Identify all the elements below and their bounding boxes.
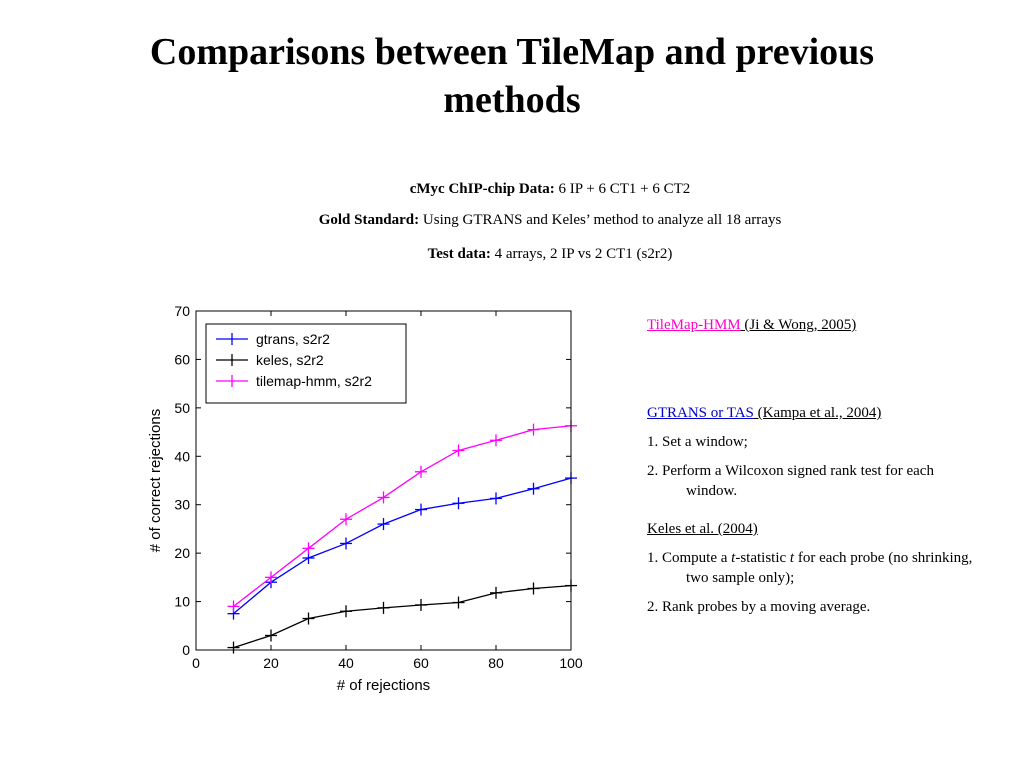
data-description-label: cMyc ChIP-chip Data:	[409, 181, 555, 197]
y-tick-label-1: 10	[174, 594, 190, 610]
keles-step-2: 2. Rank probes by a moving average.	[647, 599, 871, 615]
tilemap-method-name[interactable]: TileMap-HMM	[647, 317, 741, 333]
y-tick-label-2: 20	[174, 545, 190, 561]
legend-label-gtrans: gtrans, s2r2	[256, 331, 330, 347]
x-axis-label: # of rejections	[337, 677, 430, 694]
keles-point-7	[490, 586, 502, 599]
keles-step-1-t2: t	[789, 550, 795, 566]
test-data-description: Test data: 4 arrays, 2 IP vs 2 CT1 (s2r2…	[150, 246, 950, 263]
keles-point-1	[265, 629, 277, 642]
x-tick-label-1: 20	[263, 655, 279, 671]
y-axis-label: # of correct rejections	[147, 409, 164, 552]
tilemap-point-6	[452, 444, 465, 457]
keles-point-6	[452, 596, 465, 609]
keles-series-line	[233, 584, 572, 649]
tilemap-point-2	[302, 542, 315, 555]
gtrans-series-line	[233, 477, 572, 615]
keles-point-2	[302, 612, 315, 625]
tilemap-method: TileMap-HMM (Ji & Wong, 2005)	[647, 315, 977, 335]
gtrans-method-name[interactable]: GTRANS or TAS	[647, 405, 754, 421]
tilemap-point-7	[490, 434, 502, 447]
tilemap-point-8	[527, 423, 540, 436]
plot-frame	[195, 310, 572, 651]
y-tick-label-7: 70	[174, 303, 190, 319]
data-description: cMyc ChIP-chip Data: 6 IP + 6 CT1 + 6 CT…	[150, 181, 950, 198]
y-tick-label-4: 40	[174, 448, 190, 464]
keles-step-1-t1: t	[731, 550, 736, 566]
gold-standard-label: Gold Standard:	[318, 212, 420, 228]
gtrans-point-3	[340, 537, 352, 550]
tilemap-point-1	[265, 571, 277, 584]
legend-label-tilemap: tilemap-hmm, s2r2	[256, 373, 372, 389]
keles-step-1-b: -statistic	[735, 550, 790, 566]
x-tick-label-0: 0	[192, 655, 200, 671]
tilemap-point-0	[227, 600, 240, 613]
keles-point-4	[377, 601, 390, 614]
y-tick-label-3: 30	[174, 497, 190, 513]
gtrans-method: GTRANS or TAS (Kampa et al., 2004) 1. Se…	[647, 403, 977, 501]
gtrans-method-ref: (Kampa et al., 2004)	[753, 405, 882, 421]
keles-method: Keles et al. (2004) 1. Compute a t-stati…	[647, 519, 977, 617]
comparison-chart: 0 20 40 60 80 100 0 10 20 30 40 50 60 70 gtrans, s2r2…	[147, 303, 583, 694]
keles-step-1-c: for each probe (no shrinking, two sample…	[686, 550, 973, 586]
legend-entry-keles: keles, s2r2	[216, 352, 324, 368]
x-tick-label-3: 60	[413, 655, 429, 671]
keles-step-1: 1. Compute a t-statistic t for each prob…	[647, 548, 977, 588]
data-description-text: 6 IP + 6 CT1 + 6 CT2	[554, 181, 691, 197]
keles-step-1-a: 1. Compute a	[647, 550, 732, 566]
gtrans-point-5	[415, 503, 427, 516]
tilemap-point-5	[415, 465, 427, 478]
gtrans-point-4	[377, 518, 390, 531]
tilemap-series-line	[233, 425, 572, 607]
gtrans-point-6	[452, 497, 465, 510]
gtrans-point-7	[490, 492, 502, 505]
test-data-text: 4 arrays, 2 IP vs 2 CT1 (s2r2)	[490, 246, 673, 262]
legend-box	[205, 323, 407, 404]
x-tick-label-4: 80	[488, 655, 504, 671]
x-tick-label-2: 40	[338, 655, 354, 671]
y-tick-label-6: 60	[174, 351, 190, 367]
keles-point-8	[527, 582, 540, 595]
methods-panel: TileMap-HMM (Ji & Wong, 2005) GTRANS or …	[647, 315, 977, 626]
gtrans-point-8	[527, 482, 540, 495]
gtrans-step-2: 2. Perform a Wilcoxon signed rank test f…	[647, 463, 934, 499]
keles-method-name: Keles et al. (2004)	[647, 521, 758, 537]
gold-standard-text: Using GTRANS and Keles’ method to analyz…	[419, 212, 782, 228]
legend-entry-gtrans: gtrans, s2r2	[216, 331, 330, 347]
keles-point-0	[227, 641, 240, 654]
keles-point-5	[415, 598, 427, 611]
keles-point-3	[340, 605, 352, 618]
test-data-label: Test data:	[427, 246, 491, 262]
gtrans-step-1: 1. Set a window;	[647, 434, 748, 450]
legend-entry-tilemap: tilemap-hmm, s2r2	[216, 373, 372, 389]
tilemap-point-3	[340, 513, 352, 526]
tilemap-point-4	[377, 491, 390, 504]
tilemap-method-ref: (Ji & Wong, 2005)	[740, 317, 857, 333]
x-tick-label-5: 100	[559, 655, 583, 671]
y-tick-label-5: 50	[174, 400, 190, 416]
y-tick-label-0: 0	[182, 642, 190, 658]
gold-standard-description: Gold Standard: Using GTRANS and Keles’ m…	[150, 212, 950, 229]
slide-title: Comparisons between TileMap and previous…	[149, 31, 875, 121]
legend-label-keles: keles, s2r2	[256, 352, 324, 368]
